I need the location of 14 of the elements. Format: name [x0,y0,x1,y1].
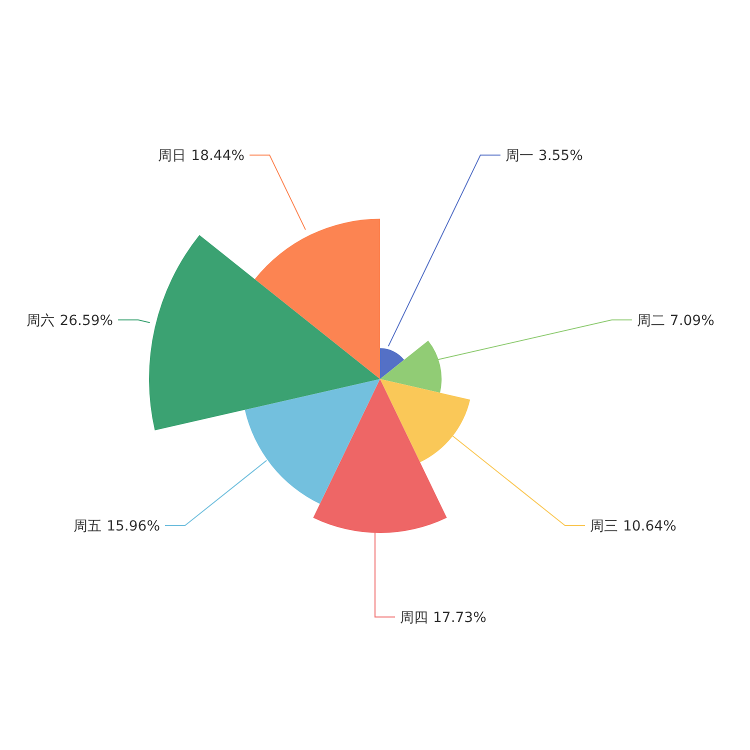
data-label: 17.73% [433,610,486,626]
data-label: 26.59% [60,312,114,329]
category-label: 周日 [158,148,186,164]
category-label: 周五 [74,518,102,535]
data-label: 3.55% [538,148,583,164]
category-label: 周六 [26,312,55,329]
category-label: 周四 [400,610,428,626]
category-label: 周一 [505,148,534,164]
data-label: 15.96% [106,518,160,535]
data-label: 10.64% [622,518,676,535]
category-label: 周三 [590,518,618,535]
data-label: 7.09% [670,312,714,329]
data-label: 18.44% [191,148,245,164]
category-label: 周二 [636,312,665,329]
